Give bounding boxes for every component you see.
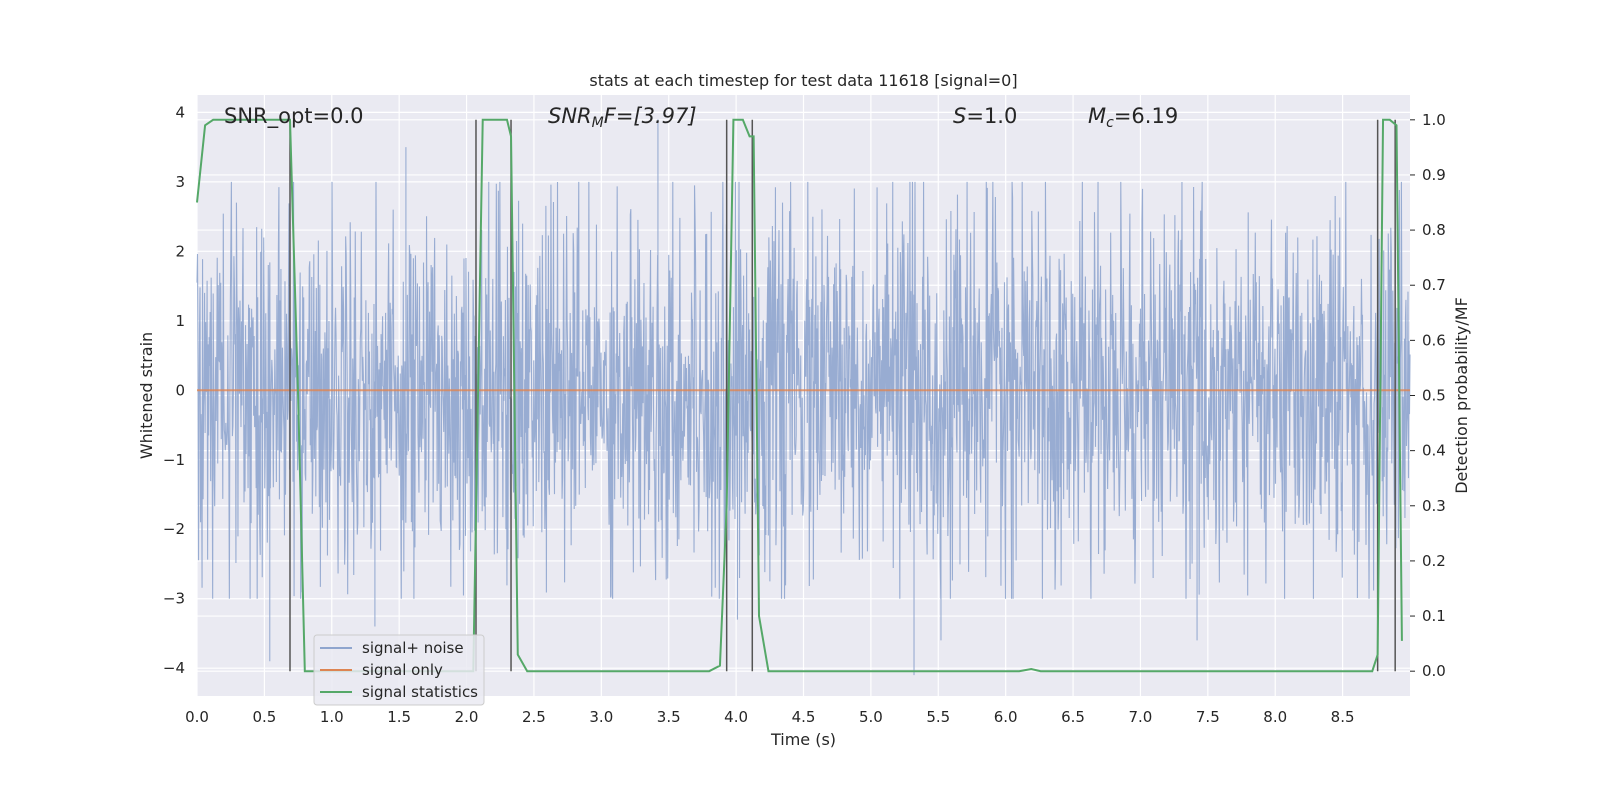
- y2-tick-0.7: 0.7: [1422, 276, 1446, 294]
- annotation-snr-mf: SNRMF=[3.97]: [548, 104, 697, 131]
- series-signal-noise: [196, 119, 1411, 676]
- vertical-markers: [289, 119, 1396, 672]
- y-tick-labels: −4 −3 −2 −1 0 1 2 3 4: [163, 103, 185, 677]
- x-tick-2.0: 2.0: [455, 708, 479, 726]
- noise-line: [196, 119, 1411, 676]
- x-tick-0.0: 0.0: [185, 708, 209, 726]
- y-tick-−2: −2: [163, 520, 185, 538]
- legend: signal+ noise signal only signal statist…: [313, 634, 485, 706]
- x-tick-3.5: 3.5: [657, 708, 681, 726]
- y2-tick-0.0: 0.0: [1422, 662, 1446, 680]
- y-tick-4: 4: [175, 103, 185, 121]
- y-axis-label: Whitened strain: [137, 332, 156, 459]
- annotation-mc: Mc=6.19: [1088, 104, 1178, 131]
- x-tick-1.5: 1.5: [387, 708, 411, 726]
- x-tick-7.0: 7.0: [1129, 708, 1153, 726]
- y2-axis-label: Detection probability/MF: [1452, 297, 1471, 494]
- y2-tick-0.3: 0.3: [1422, 497, 1446, 515]
- x-tick-labels: 0.0 0.5 1.0 1.5 2.0 2.5 3.0 3.5 4.0 4.5 5.0 5.5 6.0 6…: [185, 708, 1354, 726]
- legend-box: [313, 634, 485, 706]
- x-tick-5.5: 5.5: [926, 708, 950, 726]
- x-tick-4.5: 4.5: [792, 708, 816, 726]
- x-tick-4.0: 4.0: [724, 708, 748, 726]
- annotation-s: S=1.0: [953, 104, 1017, 128]
- annotation-mc-base: M: [1088, 104, 1106, 128]
- legend-label-signal-noise: signal+ noise: [362, 639, 464, 657]
- x-tick-5.0: 5.0: [859, 708, 883, 726]
- y2-tick-0.1: 0.1: [1422, 607, 1446, 625]
- y-tick-1: 1: [175, 312, 185, 330]
- x-tick-2.5: 2.5: [522, 708, 546, 726]
- y2-tick-1.0: 1.0: [1422, 111, 1446, 129]
- annotation-mc-sub: c: [1106, 115, 1114, 131]
- x-tick-6.5: 6.5: [1061, 708, 1085, 726]
- annotation-s-rest: =1.0: [966, 104, 1017, 128]
- y-tick-0: 0: [175, 381, 185, 399]
- y2-tick-0.5: 0.5: [1422, 387, 1446, 405]
- y-tick-−1: −1: [163, 451, 185, 469]
- y2-tick-0.2: 0.2: [1422, 552, 1446, 570]
- y2-tick-0.4: 0.4: [1422, 442, 1446, 460]
- x-tick-3.0: 3.0: [589, 708, 613, 726]
- x-tick-0.5: 0.5: [252, 708, 276, 726]
- x-tick-6.0: 6.0: [994, 708, 1018, 726]
- x-tick-7.5: 7.5: [1196, 708, 1220, 726]
- legend-label-signal-only: signal only: [362, 661, 443, 679]
- y2-tick-0.8: 0.8: [1422, 221, 1446, 239]
- x-tick-1.0: 1.0: [320, 708, 344, 726]
- annotation-snr-mf-base: SNR: [548, 104, 592, 128]
- annotation-mc-rest: =6.19: [1114, 104, 1178, 128]
- annotation-s-base: S: [953, 104, 966, 128]
- y2-tick-labels: 0.0 0.1 0.2 0.3 0.4 0.5 0.6 0.7 0.8 0.9 1.0: [1410, 111, 1446, 680]
- chart-title: stats at each timestep for test data 116…: [589, 71, 1017, 90]
- statistics-line: [196, 118, 1403, 673]
- x-tick-8.0: 8.0: [1263, 708, 1287, 726]
- annotation-snr-opt: SNR_opt=0.0: [224, 104, 364, 129]
- y-tick-−4: −4: [163, 659, 185, 677]
- y2-tick-0.9: 0.9: [1422, 166, 1446, 184]
- series-signal-statistics: [196, 118, 1403, 673]
- y-tick-−3: −3: [163, 590, 185, 608]
- annotation-snr-mf-sub: M: [592, 115, 604, 131]
- y-tick-2: 2: [175, 242, 185, 260]
- x-tick-8.5: 8.5: [1331, 708, 1355, 726]
- annotation-snr-mf-rest: F=[3.97]: [604, 104, 697, 128]
- legend-label-signal-statistics: signal statistics: [362, 683, 478, 701]
- y-tick-3: 3: [175, 173, 185, 191]
- x-axis-label: Time (s): [770, 730, 836, 749]
- y2-tick-0.6: 0.6: [1422, 331, 1446, 349]
